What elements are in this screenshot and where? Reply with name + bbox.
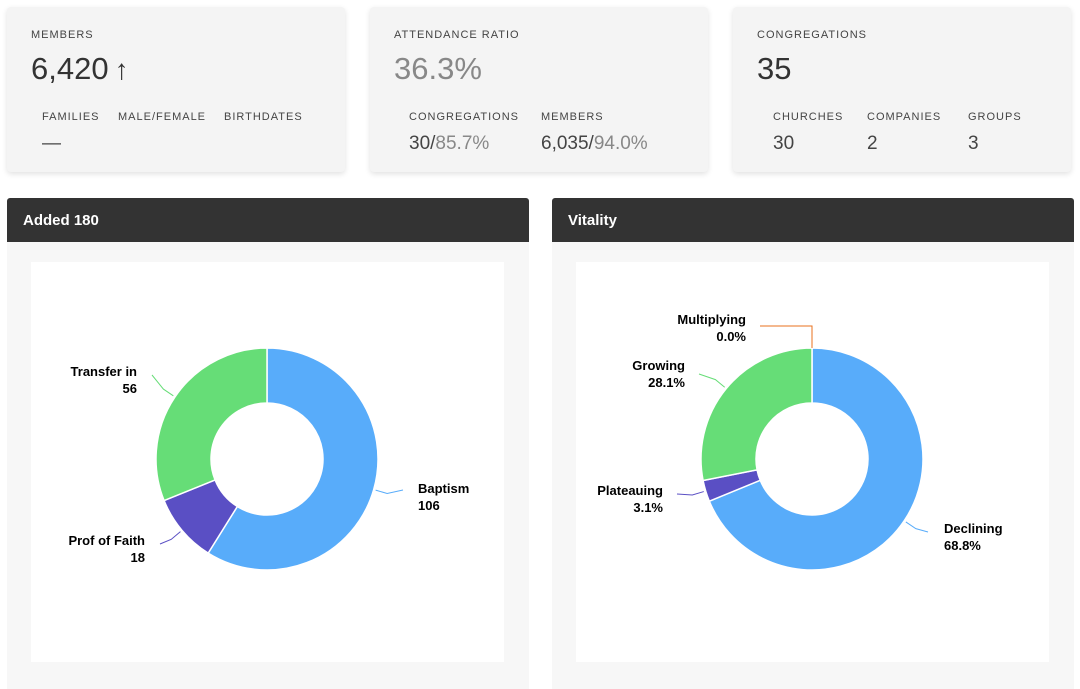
congregations-card: CONGREGATIONS 35 CHURCHES 30 COMPANIES 2… [733,7,1071,172]
value-label-declining: 68.8% [944,538,981,553]
slice-baptism[interactable] [207,347,379,571]
added-panel: Added 180 Baptism 106 Prof of Faith 18 Trans… [7,198,529,689]
leader-line-transfer-in [151,374,174,397]
birthdates-label: BIRTHDATES [224,111,303,123]
companies-label: COMPANIES [867,111,942,123]
value-label-plateauing: 3.1% [633,500,663,515]
leader-line-plateauing [676,491,704,496]
label-baptism: Baptism [418,481,469,496]
leader-line-prof-of-faith [159,531,181,545]
vitality-chart-area: Declining 68.8% Plateauing 3.1% Growing 28.1%… [576,262,1049,662]
churches-stat: CHURCHES 30 [773,111,843,155]
value-label-growing: 28.1% [648,375,685,390]
added-donut-chart: Baptism 106 Prof of Faith 18 Transfer in 56 [68,347,469,571]
label-declining: Declining [944,521,1003,536]
attendance-members-value: 6,035/94.0% [541,133,648,154]
companies-stat: COMPANIES 2 [867,111,941,155]
churches-value: 30 [773,133,795,154]
added-chart-area: Baptism 106 Prof of Faith 18 Transfer in 56 [31,262,504,662]
label-growing: Growing [632,358,685,373]
congregations-label: CONGREGATIONS [757,29,867,41]
churches-label: CHURCHES [773,111,844,123]
added-panel-title: Added 180 [7,198,529,242]
members-value-row: 6,420 ↑ [31,51,129,87]
vitality-panel: Vitality Declining 68.8% Plateauing 3.1% Gro… [552,198,1074,689]
families-label: FAMILIES [42,111,100,123]
vitality-panel-title: Vitality [552,198,1074,242]
members-value: 6,420 [31,51,109,86]
male-female-stat: MALE/FEMALE [118,111,206,133]
male-female-label: MALE/FEMALE [118,111,207,123]
label-transfer-in: Transfer in [71,364,138,379]
label-prof-of-faith: Prof of Faith [68,533,145,548]
birthdates-stat: BIRTHDATES [224,111,303,133]
vitality-panel-body: Declining 68.8% Plateauing 3.1% Growing 28.1%… [552,242,1074,689]
donut-slices [155,347,379,571]
attendance-label: ATTENDANCE RATIO [394,29,520,41]
groups-stat: GROUPS 3 [968,111,1022,155]
members-card: MEMBERS 6,420 ↑ FAMILIES — MALE/FEMALE BI… [7,7,345,172]
attendance-card: ATTENDANCE RATIO 36.3% CONGREGATIONS 30/… [370,7,708,172]
families-value: — [42,133,61,154]
donut-slices [700,347,924,571]
label-multiplying: Multiplying [677,312,746,327]
groups-value: 3 [968,133,979,154]
value-label-multiplying: 0.0% [716,329,746,344]
slice-growing[interactable] [700,347,813,482]
added-panel-body: Baptism 106 Prof of Faith 18 Transfer in 56 [7,242,529,689]
vitality-donut-chart: Declining 68.8% Plateauing 3.1% Growing 28.1%… [597,312,1003,571]
attendance-congregations-stat: CONGREGATIONS 30/85.7% [409,111,519,155]
leader-line-declining [905,521,929,533]
congregations-value: 35 [757,51,792,86]
leader-line-multiplying [760,325,813,348]
leader-line-growing [698,373,726,388]
value-label-transfer-in: 56 [123,381,137,396]
groups-label: GROUPS [968,111,1022,123]
attendance-members-label: MEMBERS [541,111,604,123]
slice-transfer-in[interactable] [155,347,268,502]
leader-line-baptism [375,489,404,494]
attendance-members-stat: MEMBERS 6,035/94.0% [541,111,648,155]
label-plateauing: Plateauing [597,483,663,498]
value-label-prof-of-faith: 18 [131,550,145,565]
attendance-congregations-value: 30/85.7% [409,133,490,154]
families-stat: FAMILIES — [42,111,100,155]
members-label: MEMBERS [31,29,94,41]
attendance-congregations-label: CONGREGATIONS [409,111,519,123]
value-label-baptism: 106 [418,498,440,513]
attendance-value: 36.3% [394,51,482,86]
companies-value: 2 [867,133,878,154]
up-arrow-icon: ↑ [114,54,129,85]
slice-declining[interactable] [708,347,924,571]
